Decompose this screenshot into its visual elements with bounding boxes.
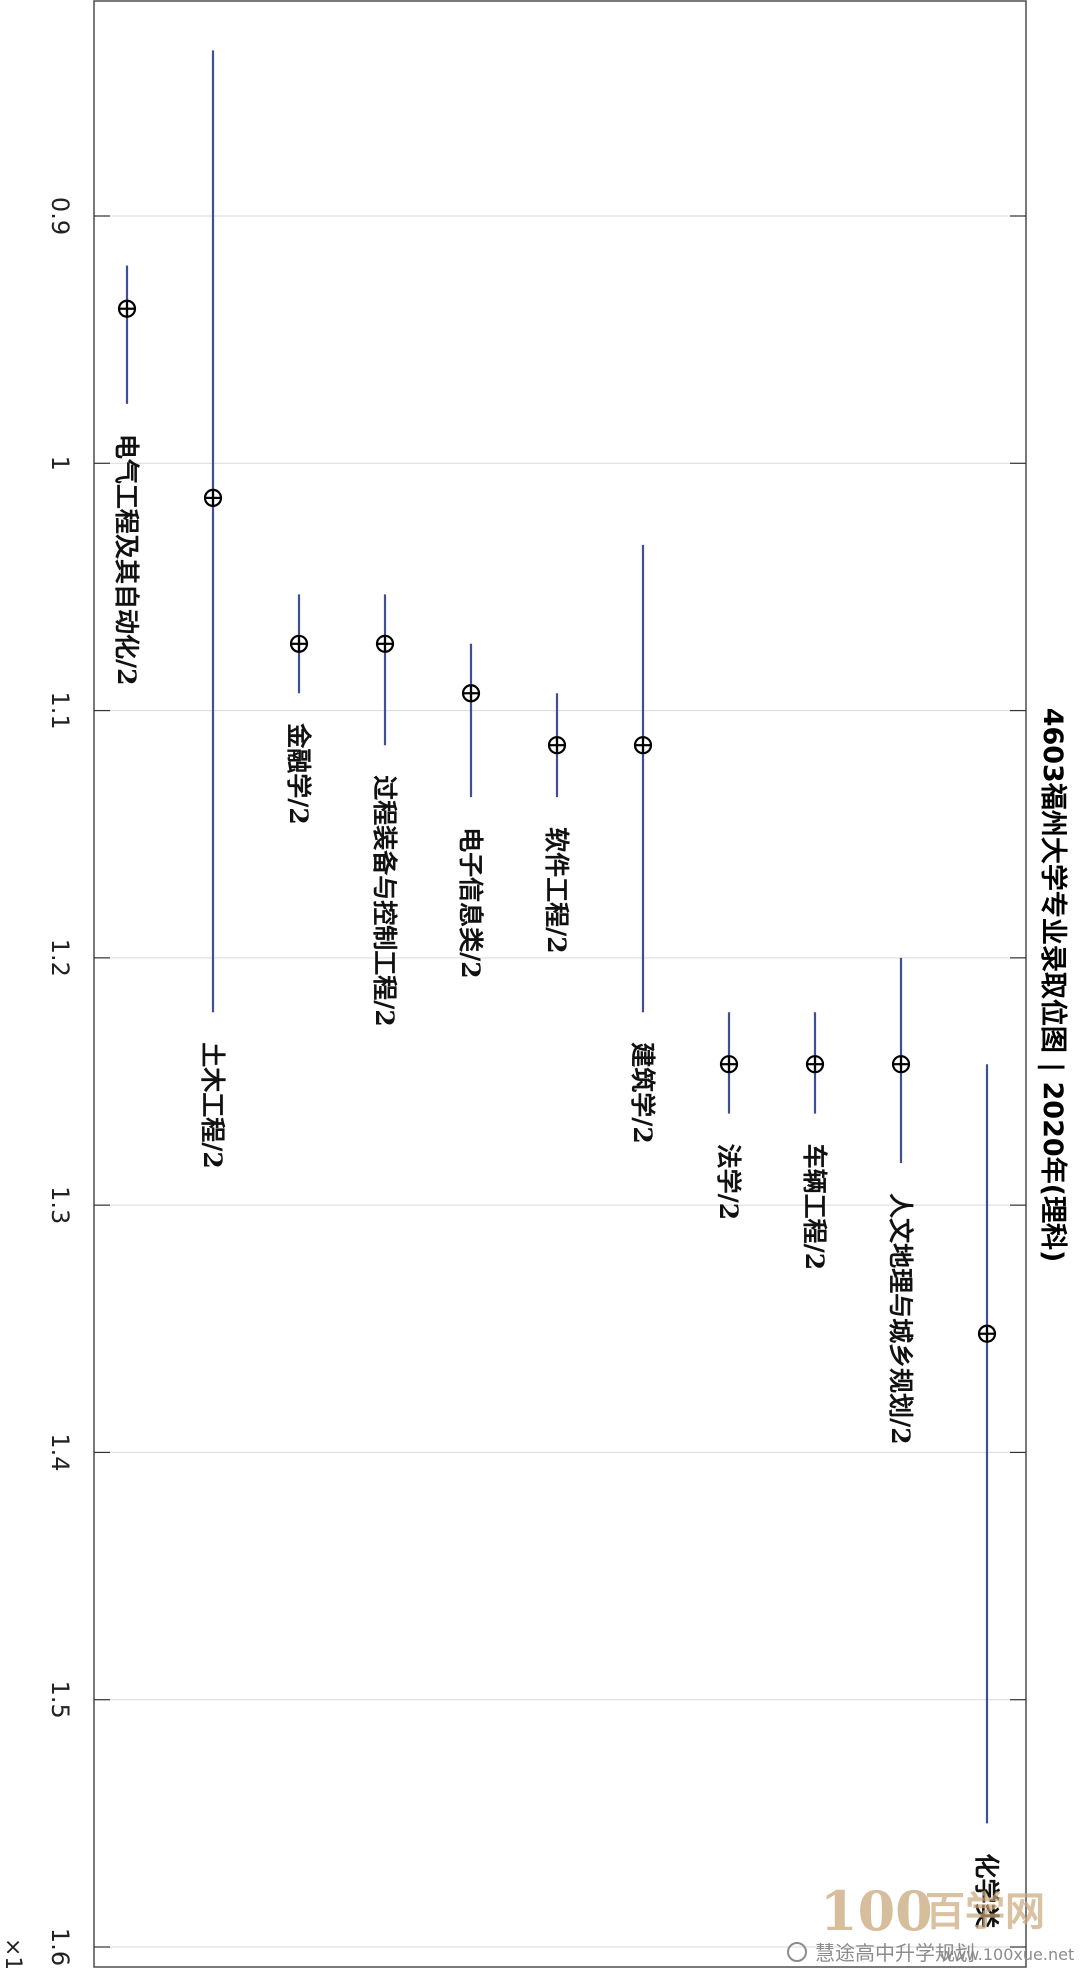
watermark-brand: 百学网 xyxy=(925,1889,1045,1935)
tick-label: 1.4 xyxy=(46,1433,74,1471)
major-label: 电子信息类/2 xyxy=(456,827,485,979)
series-item: 建筑学/2 xyxy=(628,544,657,1144)
major-label: 土木工程/2 xyxy=(198,1042,227,1169)
tick-label: 1.2 xyxy=(46,939,74,977)
series-item: 人文地理与城乡规划/2 xyxy=(886,957,915,1445)
chart-title: 4603福州大学专业录取位图 | 2020年(理科) xyxy=(1037,708,1069,1263)
major-label: 过程装备与控制工程/2 xyxy=(370,775,399,1027)
major-label: 人文地理与城乡规划/2 xyxy=(886,1193,915,1445)
series-group: 电气工程及其自动化/2 土木工程/2 金融学/2 过程装备与控制工程/2 电子信息类/2… xyxy=(112,50,1001,1929)
axis-exponent-label: ×10⁴ xyxy=(0,1938,25,1968)
axis-ticks: 0.9 1 1.1 1.2 1.3 1.4 1.5 1.6 xyxy=(46,197,1026,1966)
grid-lines xyxy=(94,215,1026,1948)
major-label: 化学类 xyxy=(972,1853,1001,1929)
plot-frame xyxy=(93,0,1027,1968)
major-label: 电气工程及其自动化/2 xyxy=(112,434,141,686)
watermark-account: 慧途高中升学规划 xyxy=(815,1941,975,1965)
tick-label: 0.9 xyxy=(46,197,74,235)
major-label: 软件工程/2 xyxy=(542,827,571,954)
tick-label: 1.3 xyxy=(46,1186,74,1224)
series-item: 化学类 xyxy=(972,1064,1001,1929)
major-label: 建筑学/2 xyxy=(628,1042,657,1144)
tick-label: 1 xyxy=(46,456,74,471)
watermark-logo-number: 100 xyxy=(820,1879,933,1943)
series-item: 金融学/2 xyxy=(284,594,313,825)
major-label: 车辆工程/2 xyxy=(800,1144,829,1271)
series-item: 电子信息类/2 xyxy=(456,643,485,979)
series-item: 软件工程/2 xyxy=(542,693,571,954)
wechat-icon xyxy=(787,1942,807,1962)
series-item: 车辆工程/2 xyxy=(800,1012,829,1270)
tick-label: 1.5 xyxy=(46,1681,74,1719)
series-item: 法学/2 xyxy=(714,1012,743,1220)
series-item: 电气工程及其自动化/2 xyxy=(112,265,141,685)
tick-label: 1.6 xyxy=(46,1928,74,1966)
series-item: 土木工程/2 xyxy=(198,50,227,1169)
watermark: 慧途高中升学规划 100 百学网 www.100xue.net xyxy=(787,1879,1074,1965)
tick-label: 1.1 xyxy=(46,691,74,729)
series-item: 过程装备与控制工程/2 xyxy=(370,594,399,1027)
watermark-url: www.100xue.net xyxy=(940,1945,1074,1964)
major-label: 金融学/2 xyxy=(284,722,313,825)
major-label: 法学/2 xyxy=(714,1144,743,1221)
